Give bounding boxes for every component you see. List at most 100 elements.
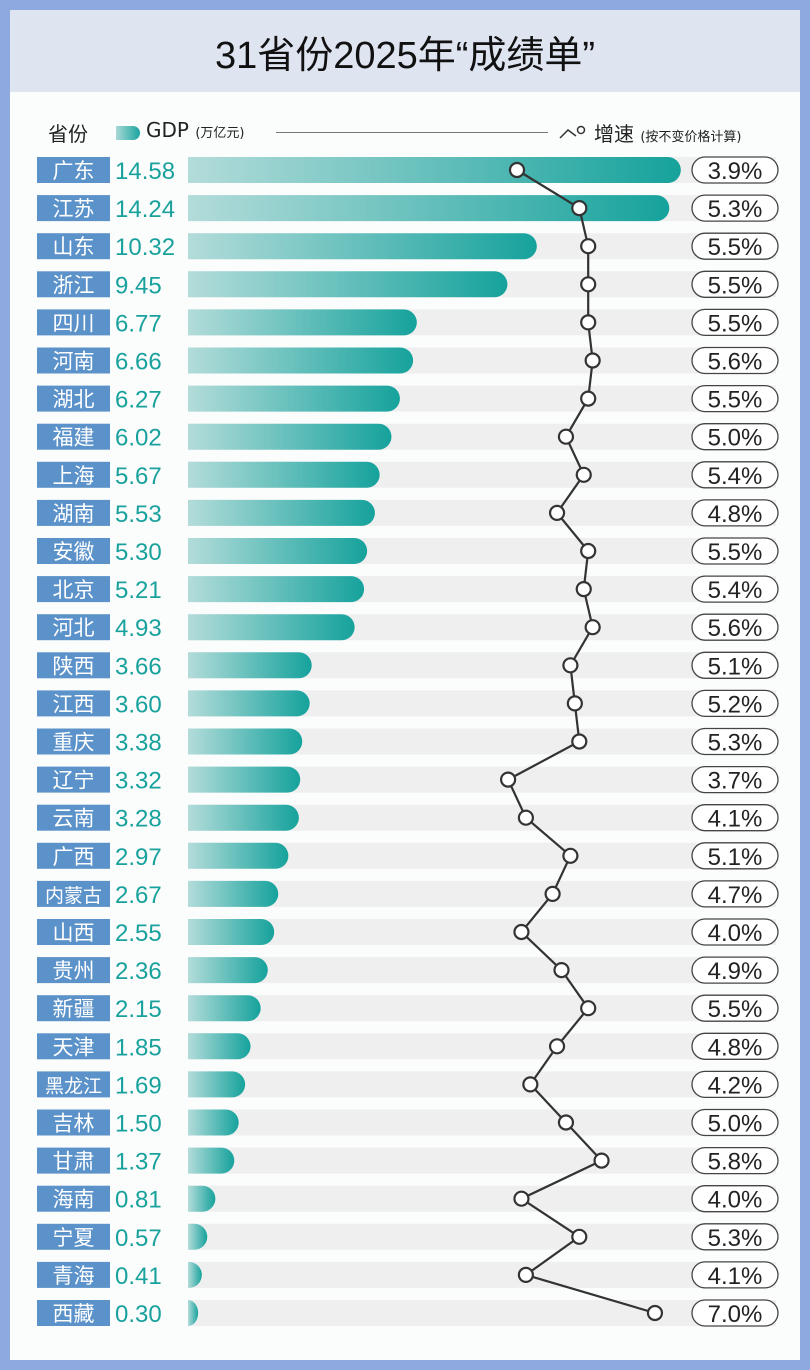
legend-growth-note: (按不变价格计算) <box>640 130 742 145</box>
table-row: 陕西 3.66 5.1% <box>37 651 779 680</box>
gdp-value-label: 3.32 <box>115 768 162 795</box>
province-label: 陕西 <box>53 654 95 678</box>
gdp-value-label: 2.55 <box>115 920 162 947</box>
growth-value-label: 5.0% <box>708 425 763 452</box>
gdp-bar <box>188 538 368 564</box>
gdp-value-label: 5.21 <box>115 577 162 604</box>
province-label-box <box>37 1185 110 1212</box>
table-row: 西藏 0.30 7.0% <box>37 1299 779 1328</box>
row-background <box>188 1300 776 1326</box>
legend-growth: 增速 (按不变价格计算) <box>594 118 742 147</box>
gdp-value-label: 5.30 <box>115 539 162 566</box>
gdp-bar <box>188 957 268 984</box>
gdp-bar <box>188 880 279 907</box>
province-label: 宁夏 <box>53 1226 95 1250</box>
province-label: 福建 <box>53 426 95 450</box>
province-label: 甘肃 <box>53 1150 95 1174</box>
growth-pill <box>691 613 779 641</box>
growth-value-label: 4.7% <box>708 882 763 909</box>
growth-pill <box>691 1299 779 1327</box>
province-label: 黑龙江 <box>45 1075 102 1097</box>
province-label-box <box>37 347 110 374</box>
table-row: 甘肃 1.37 5.8% <box>37 1146 779 1176</box>
table-row: 四川 6.77 5.5% <box>37 308 779 337</box>
gdp-value-label: 9.45 <box>115 272 162 299</box>
gdp-bar <box>188 1261 202 1288</box>
growth-point <box>548 504 566 522</box>
province-label: 青海 <box>53 1264 95 1288</box>
table-row: 吉林 1.50 5.0% <box>37 1108 779 1138</box>
gdp-bar <box>188 804 299 831</box>
legend-gdp-unit: (万亿元) <box>195 126 245 141</box>
growth-value-label: 5.5% <box>708 996 763 1023</box>
gdp-value-label: 4.93 <box>115 615 162 642</box>
gdp-value-label: 6.02 <box>115 425 162 452</box>
province-label: 云南 <box>53 807 95 831</box>
gdp-bar <box>188 1071 246 1098</box>
province-label-box <box>37 957 110 984</box>
province-label-box <box>37 1109 110 1136</box>
gdp-bar <box>188 195 670 222</box>
table-row: 内蒙古 2.67 4.7% <box>37 880 779 909</box>
table-row: 山东 10.32 5.5% <box>37 232 779 261</box>
row-background <box>188 1223 776 1250</box>
growth-point <box>513 1190 530 1207</box>
legend-gdp-label: GDP <box>146 118 189 142</box>
province-label: 湖北 <box>53 388 95 412</box>
province-label-box <box>37 1071 110 1098</box>
province-label-box <box>37 538 110 564</box>
growth-point <box>557 428 575 445</box>
legend: 省份 GDP (万亿元) 增速 (按不变价格计算) <box>0 118 810 148</box>
table-row: 天津 1.85 4.8% <box>37 1032 779 1061</box>
table-row: 浙江 9.45 5.5% <box>37 270 779 299</box>
growth-pill <box>691 842 779 870</box>
growth-point <box>553 961 570 979</box>
province-label: 上海 <box>53 464 95 488</box>
gdp-value-label: 3.60 <box>115 691 162 718</box>
gdp-bar <box>188 728 303 755</box>
table-row: 山西 2.55 4.0% <box>37 918 779 947</box>
growth-pill <box>691 804 779 832</box>
growth-value-label: 4.0% <box>708 1187 763 1214</box>
table-row: 河北 4.93 5.6% <box>37 613 779 642</box>
growth-point <box>500 771 517 788</box>
growth-point <box>522 1076 539 1093</box>
growth-point <box>557 1114 575 1131</box>
gdp-value-label: 1.50 <box>115 1111 162 1138</box>
province-label: 北京 <box>53 578 95 602</box>
growth-pill <box>691 1185 779 1213</box>
gdp-bar <box>188 1185 216 1212</box>
growth-pill <box>691 651 779 679</box>
growth-pill <box>691 689 779 718</box>
growth-pill <box>691 994 779 1022</box>
growth-point <box>575 580 592 598</box>
gdp-value-label: 2.15 <box>115 996 162 1023</box>
gdp-bar <box>188 919 275 945</box>
growth-value-label: 4.9% <box>708 958 763 985</box>
growth-value-label: 5.5% <box>708 387 763 414</box>
gdp-bar <box>188 499 375 526</box>
gdp-value-label: 2.97 <box>115 844 162 871</box>
growth-pill <box>691 270 779 298</box>
gdp-bar <box>188 842 289 869</box>
province-label-box <box>37 652 110 679</box>
province-label: 湖南 <box>53 502 95 526</box>
gdp-bar <box>188 423 392 450</box>
row-background <box>188 1033 776 1060</box>
growth-pill <box>691 461 779 489</box>
province-label-box <box>37 233 110 260</box>
legend-growth-label: 增速 <box>594 122 634 146</box>
gdp-bar <box>188 766 301 793</box>
growth-value-label: 4.8% <box>708 501 763 528</box>
growth-pill <box>691 346 779 375</box>
growth-pill <box>691 1261 779 1289</box>
province-label-box <box>37 804 110 831</box>
growth-value-label: 4.1% <box>708 1263 763 1290</box>
table-row: 黑龙江 1.69 4.2% <box>37 1070 779 1099</box>
growth-point <box>517 1266 535 1284</box>
province-label-box <box>37 499 110 526</box>
province-label: 河北 <box>53 616 95 640</box>
growth-point <box>646 1304 664 1322</box>
growth-value-label: 5.2% <box>708 691 763 718</box>
